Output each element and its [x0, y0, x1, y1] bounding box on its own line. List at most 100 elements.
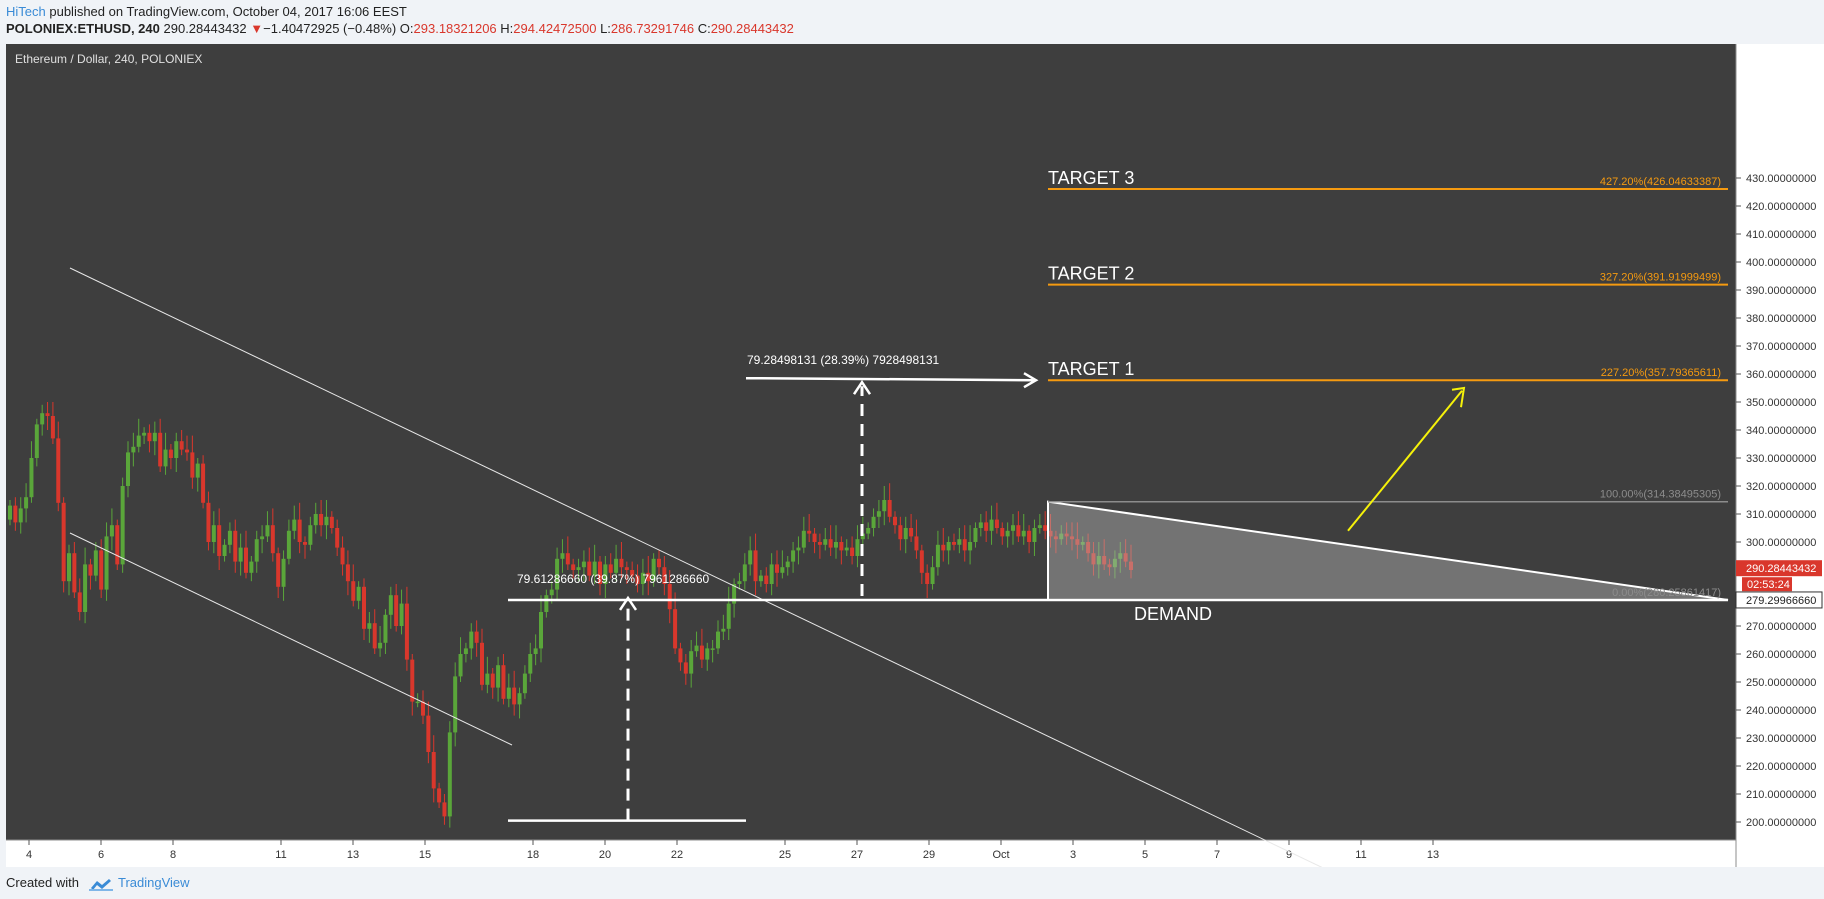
- candle-body: [163, 449, 168, 467]
- y-tick-label: 240.00000000: [1746, 705, 1816, 717]
- publish-info: published on TradingView.com, October 04…: [45, 4, 407, 19]
- y-tick-label: 430.00000000: [1746, 173, 1816, 185]
- candle-body: [260, 536, 265, 540]
- candle-body: [844, 547, 849, 551]
- projection-arrow-head: [1023, 372, 1039, 389]
- candle-body: [1000, 528, 1005, 537]
- candle-body: [8, 505, 12, 520]
- candle-body: [404, 603, 409, 660]
- candle-body: [555, 558, 560, 590]
- time-axis[interactable]: [6, 840, 1736, 867]
- candle-body: [233, 530, 238, 562]
- candle-body: [785, 561, 790, 568]
- candle-body: [876, 511, 881, 517]
- candle-body: [308, 525, 313, 545]
- candle-body: [1123, 553, 1128, 562]
- candle-body: [104, 536, 109, 590]
- high-value: 294.42472500: [513, 21, 597, 36]
- candle-body: [871, 516, 876, 528]
- candle-body: [839, 542, 844, 551]
- candle-body: [758, 575, 763, 582]
- candle-body: [635, 575, 640, 584]
- candle-body: [603, 564, 608, 584]
- candle-body: [276, 553, 281, 587]
- candle-body: [453, 676, 458, 733]
- candle-body: [581, 561, 586, 568]
- x-tick-label: 29: [923, 849, 935, 861]
- candle-body: [909, 528, 914, 537]
- candle-body: [227, 530, 232, 545]
- close-value: 290.28443432: [710, 21, 794, 36]
- y-tick-label: 220.00000000: [1746, 761, 1816, 773]
- candle-body: [168, 449, 173, 458]
- candle-body: [324, 516, 329, 526]
- candle-body: [989, 519, 994, 531]
- candle-body: [1021, 530, 1026, 537]
- candle-body: [136, 435, 141, 447]
- candle-body: [544, 595, 549, 612]
- high-label: H:: [500, 21, 514, 36]
- candle-body: [769, 564, 774, 584]
- candle-body: [1005, 530, 1010, 537]
- chart-area[interactable]: Ethereum / Dollar, 240, POLONIEX 200.000…: [6, 44, 1824, 899]
- candle-body: [1064, 533, 1069, 537]
- price-axis[interactable]: [1736, 44, 1824, 867]
- candle-body: [351, 581, 356, 601]
- y-tick-label: 200.00000000: [1746, 817, 1816, 829]
- x-tick-label: 8: [170, 849, 176, 861]
- candle-body: [528, 654, 533, 674]
- candle-body: [850, 547, 855, 556]
- open-value: 293.18321206: [413, 21, 497, 36]
- candle-body: [34, 424, 39, 458]
- candle-body: [195, 463, 200, 478]
- candle-body: [866, 528, 871, 534]
- measure-2-label: 79.28498131 (28.39%) 7928498131: [747, 353, 939, 367]
- candle-body: [657, 558, 661, 568]
- candle-body: [61, 502, 66, 582]
- y-tick-label: 300.00000000: [1746, 537, 1816, 549]
- candle-body: [244, 547, 248, 573]
- last-price-badge: [1736, 560, 1822, 577]
- x-tick-label: Oct: [992, 849, 1009, 861]
- price-chart[interactable]: Ethereum / Dollar, 240, POLONIEX 200.000…: [6, 44, 1824, 899]
- y-tick-label: 400.00000000: [1746, 257, 1816, 269]
- candle-body: [1032, 528, 1037, 542]
- candle-body: [158, 432, 163, 467]
- candle-body: [630, 570, 635, 576]
- author-link[interactable]: HiTech: [6, 4, 46, 19]
- candle-body: [388, 595, 393, 615]
- open-label: O:: [399, 21, 414, 36]
- tradingview-logo-icon: [89, 877, 113, 896]
- candle-body: [673, 609, 678, 649]
- target-2-fib-label: 327.20%(391.91999499): [1600, 272, 1721, 284]
- candle-body: [463, 648, 468, 654]
- candle-body: [126, 452, 130, 486]
- candle-body: [678, 648, 683, 663]
- candle-body: [796, 547, 801, 551]
- x-tick-label: 5: [1142, 849, 1148, 861]
- tradingview-link[interactable]: TradingView: [118, 875, 190, 890]
- y-tick-label: 230.00000000: [1746, 733, 1816, 745]
- close-label: C:: [697, 21, 711, 36]
- candle-body: [99, 550, 104, 590]
- candle-body: [667, 584, 672, 610]
- candle-body: [699, 645, 704, 660]
- level-badge-text: 279.29966660: [1746, 595, 1816, 607]
- candle-body: [716, 631, 720, 649]
- candle-body: [362, 586, 366, 629]
- candle-body: [732, 584, 737, 604]
- candle-body: [930, 567, 935, 584]
- y-tick-label: 420.00000000: [1746, 201, 1816, 213]
- candle-body: [50, 416, 55, 439]
- candle-body: [281, 558, 286, 587]
- fib-0-label: 0.00%(280.25861417): [1612, 587, 1721, 599]
- x-tick-label: 7: [1214, 849, 1220, 861]
- candle-body: [190, 452, 195, 478]
- target-1-fib-label: 227.20%(357.79365611): [1601, 367, 1721, 379]
- candle-body: [624, 567, 629, 570]
- candle-body: [978, 522, 983, 528]
- low-value: 286.73291746: [610, 21, 695, 36]
- candle-body: [517, 693, 522, 705]
- candle-body: [24, 497, 29, 509]
- candle-body: [598, 561, 602, 584]
